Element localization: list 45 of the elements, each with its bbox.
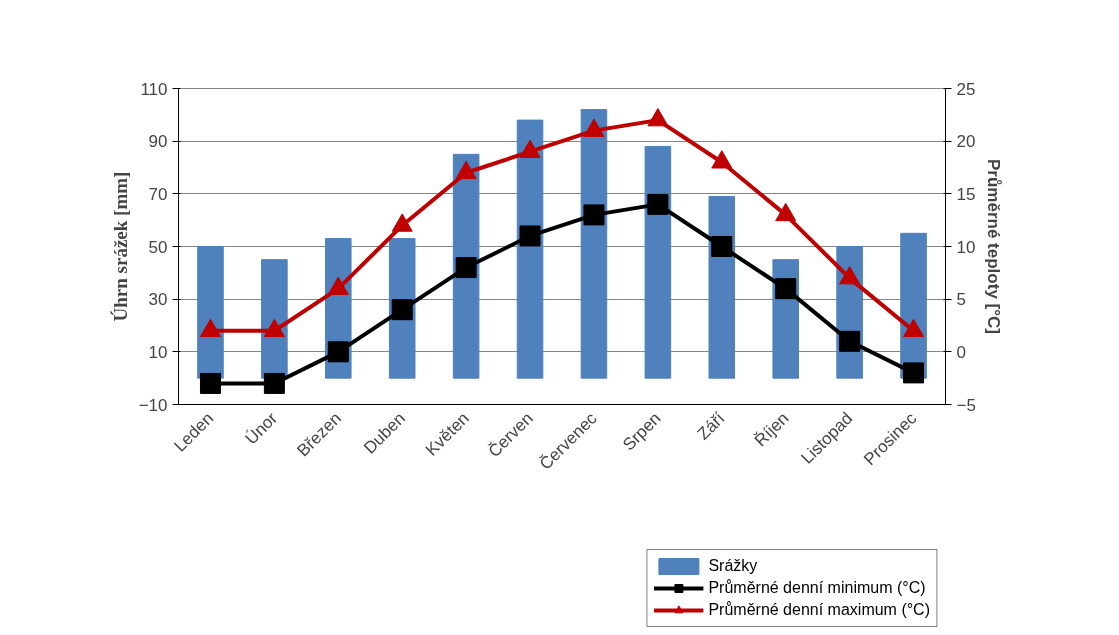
point	[263, 318, 285, 338]
point	[903, 362, 925, 384]
point	[327, 276, 349, 295]
y2-axis-title: Průměrné teploty [°C]	[983, 159, 1003, 334]
y-tick-label: 90	[148, 132, 168, 152]
point	[391, 213, 413, 232]
bar	[580, 109, 608, 379]
point	[647, 108, 669, 127]
y-tick-label: 50	[148, 237, 168, 257]
y-tick-label: 30	[148, 290, 168, 310]
y2-tick-label: 20	[956, 132, 976, 152]
point	[775, 278, 797, 300]
y2-tick-label: 15	[956, 184, 976, 204]
point	[199, 318, 221, 338]
y2-tick-label: 0	[956, 342, 966, 362]
y-axis-title: Úhrn srážek [mm]	[109, 171, 131, 322]
point	[519, 139, 541, 158]
y2-tick-label: 5	[956, 290, 966, 310]
legend-label: Průměrné denní maximum (°C)	[708, 601, 930, 619]
point	[327, 341, 349, 363]
legend-label: Průměrné denní minimum (°C)	[708, 579, 926, 597]
point	[711, 150, 733, 169]
point	[391, 299, 413, 321]
y2-tick-label: −5	[956, 395, 976, 415]
bar	[708, 195, 736, 379]
y-tick-label: 110	[140, 79, 168, 99]
y-tick-label: 70	[148, 184, 168, 204]
legend-label: Srážky	[708, 557, 758, 575]
y2-tick-label: 10	[956, 237, 976, 257]
point	[775, 202, 797, 222]
point	[903, 318, 925, 338]
point	[519, 225, 541, 247]
point	[199, 372, 221, 394]
point	[839, 266, 861, 285]
point	[647, 193, 669, 215]
point	[263, 372, 285, 394]
y-tick-label: −10	[138, 395, 168, 415]
y-tick-label: 10	[148, 342, 168, 362]
point	[711, 236, 733, 257]
point	[583, 118, 605, 137]
point	[455, 257, 477, 279]
bar	[644, 145, 672, 379]
y2-tick-label: 25	[956, 79, 976, 99]
point	[455, 160, 477, 180]
point	[839, 330, 861, 352]
